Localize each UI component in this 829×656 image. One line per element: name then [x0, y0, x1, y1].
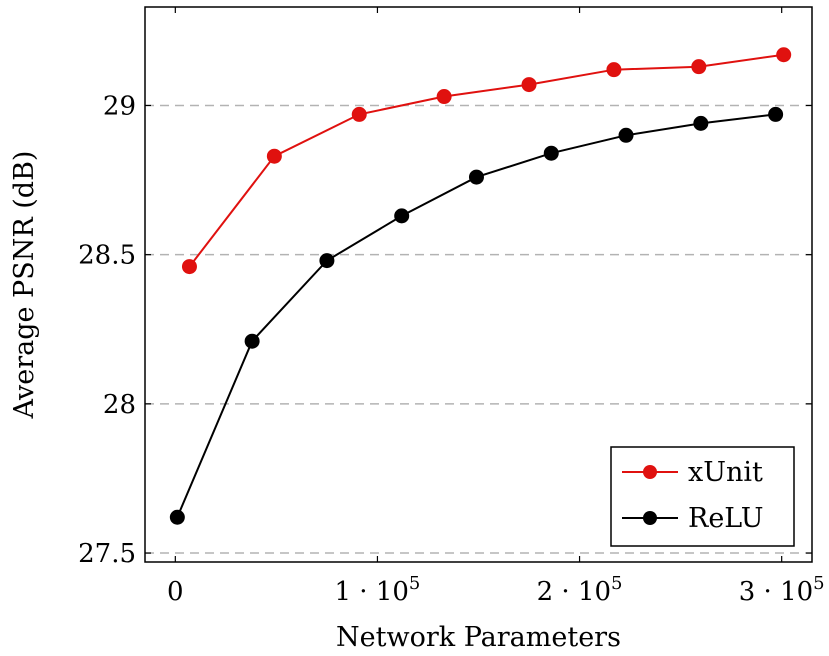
- x-tick-label: 3 · 105: [739, 573, 825, 607]
- grid-lines: [145, 104, 812, 554]
- series-xunit: [181, 47, 792, 275]
- y-tick-label: 28: [103, 390, 136, 420]
- series-line: [188, 53, 784, 268]
- data-point: [169, 509, 185, 525]
- data-point: [319, 253, 335, 269]
- data-point: [776, 47, 792, 63]
- data-point: [521, 77, 537, 93]
- data-point: [543, 145, 559, 161]
- legend-item-relu: ReLU: [622, 503, 764, 534]
- x-tick-label: 0: [167, 577, 184, 607]
- legend-label: xUnit: [688, 457, 763, 488]
- data-point: [606, 62, 622, 78]
- data-point: [244, 333, 260, 349]
- y-axis-label: Average PSNR (dB): [9, 151, 40, 420]
- legend-label: ReLU: [688, 503, 764, 534]
- x-tick-label: 1 · 105: [335, 573, 421, 607]
- legend-swatch-marker: [643, 511, 657, 525]
- legend-box: [610, 446, 795, 547]
- y-tick-label: 29: [103, 91, 136, 121]
- data-point: [618, 127, 634, 143]
- data-point: [691, 59, 707, 75]
- data-point: [436, 89, 452, 105]
- plot-frame: [144, 6, 813, 563]
- data-point: [768, 106, 784, 122]
- data-point: [351, 106, 367, 122]
- y-tick-label: 27.5: [78, 539, 136, 569]
- series-layer: [169, 47, 792, 525]
- y-tick-label: 28.5: [78, 241, 136, 271]
- series-relu: [169, 106, 784, 525]
- data-point: [181, 259, 197, 275]
- data-point: [693, 115, 709, 131]
- axis-ticks: 27.5 28 28.5 29 0 1 · 105 2 · 105 3 · 105: [78, 7, 825, 607]
- x-tick-label: 2 · 105: [537, 573, 623, 607]
- legend-item-xunit: xUnit: [622, 457, 763, 488]
- data-point: [468, 169, 484, 185]
- legend: xUnit ReLU: [610, 446, 795, 547]
- data-point: [266, 148, 282, 164]
- data-point: [394, 208, 410, 224]
- legend-swatch-marker: [643, 465, 657, 479]
- x-axis-label: Network Parameters: [336, 622, 621, 653]
